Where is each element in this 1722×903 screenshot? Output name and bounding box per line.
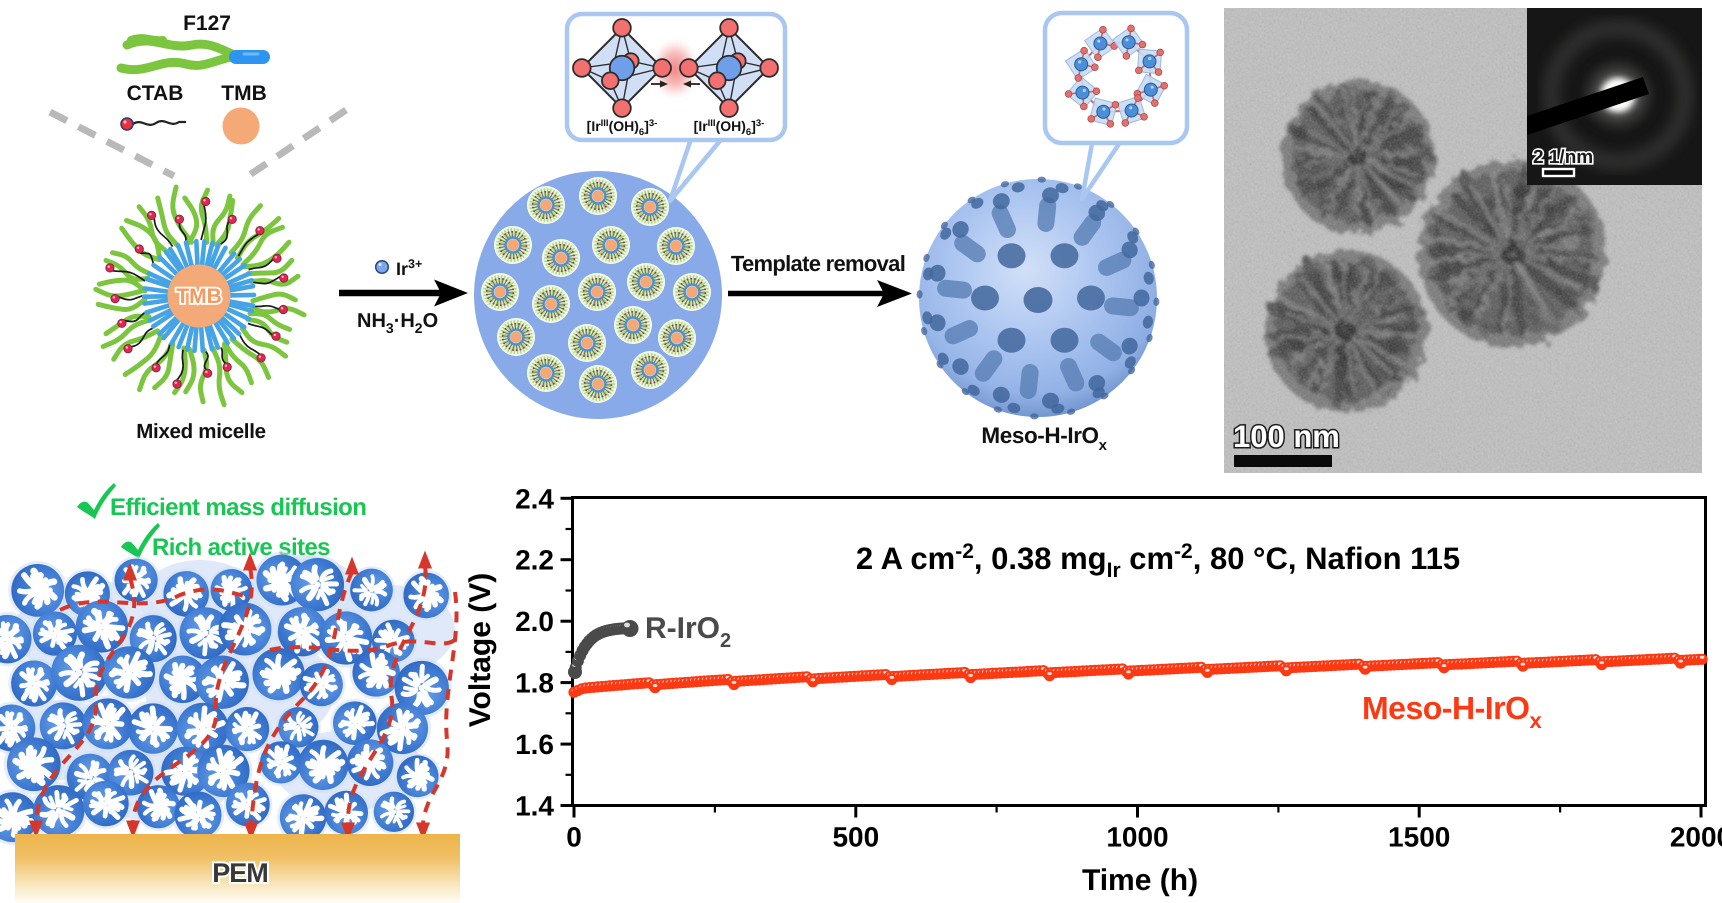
- svg-text:TMB: TMB: [221, 82, 267, 105]
- svg-text:1500: 1500: [1388, 822, 1450, 853]
- svg-text:2000: 2000: [1670, 822, 1722, 853]
- svg-text:F127: F127: [183, 12, 231, 35]
- svg-text:1.8: 1.8: [515, 668, 554, 699]
- svg-text:2.0: 2.0: [515, 606, 554, 637]
- svg-text:2 1/nm: 2 1/nm: [1533, 147, 1593, 168]
- svg-text:2 A cm-2, 0.38 mgIr cm-2, 80 °: 2 A cm-2, 0.38 mgIr cm-2, 80 °C, Nafion …: [856, 540, 1460, 582]
- svg-text:Efficient mass diffusion: Efficient mass diffusion: [110, 494, 366, 521]
- svg-text:1.6: 1.6: [515, 729, 554, 760]
- svg-text:PEM: PEM: [212, 858, 268, 888]
- svg-text:NH3·H2O: NH3·H2O: [357, 310, 438, 336]
- svg-text:TMB: TMB: [176, 285, 222, 308]
- svg-text:2.4: 2.4: [515, 483, 554, 514]
- svg-text:Time (h): Time (h): [1082, 864, 1198, 897]
- svg-text:2.2: 2.2: [515, 545, 554, 576]
- svg-text:Mixed micelle: Mixed micelle: [136, 420, 265, 443]
- svg-text:Template removal: Template removal: [731, 251, 905, 276]
- svg-text:0: 0: [566, 822, 582, 853]
- svg-text:1000: 1000: [1106, 822, 1168, 853]
- svg-text:1.4: 1.4: [515, 791, 554, 822]
- svg-text:500: 500: [832, 822, 879, 853]
- svg-text:Voltage (V): Voltage (V): [464, 573, 497, 727]
- svg-text:CTAB: CTAB: [127, 82, 184, 105]
- svg-text:Meso-H-IrOx: Meso-H-IrOx: [1362, 690, 1542, 733]
- svg-text:100 nm: 100 nm: [1233, 419, 1340, 454]
